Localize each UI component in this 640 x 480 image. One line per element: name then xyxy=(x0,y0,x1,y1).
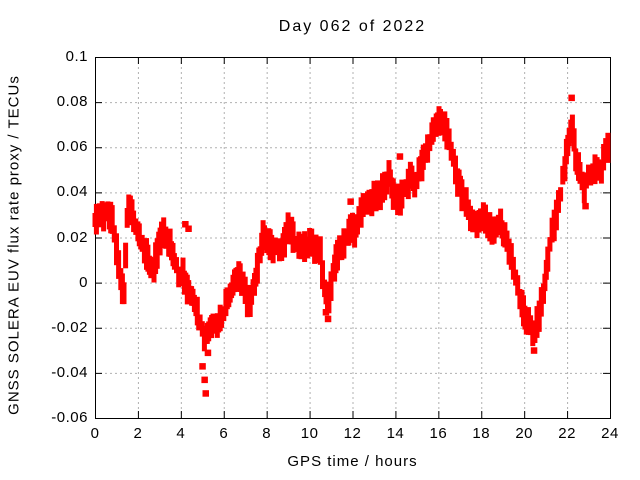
x-tick-label: 10 xyxy=(300,425,319,442)
x-tick-label: 24 xyxy=(601,425,619,442)
y-tick-label: 0.08 xyxy=(56,93,88,111)
x-axis-label: GPS time / hours xyxy=(287,453,418,470)
x-tick-label: 12 xyxy=(343,425,362,442)
data-series xyxy=(92,94,611,397)
y-tick-label: 0.06 xyxy=(56,138,88,156)
x-tick-label: 0 xyxy=(90,425,100,442)
y-tick-label: 0.02 xyxy=(56,228,88,246)
x-tick-label: 22 xyxy=(558,425,576,442)
y-tick-label: -0.04 xyxy=(51,363,88,381)
x-tick-label: 14 xyxy=(386,425,405,442)
y-tick-label: 0.1 xyxy=(65,48,88,65)
x-tick-label: 18 xyxy=(472,425,491,442)
y-tick-label: 0 xyxy=(79,273,88,291)
x-tick-label: 2 xyxy=(133,425,143,442)
x-tick-label: 8 xyxy=(262,425,272,442)
x-tick-label: 4 xyxy=(176,425,186,442)
x-tick-label: 20 xyxy=(515,425,533,442)
chart-title: Day 062 of 2022 xyxy=(278,18,427,35)
x-tick-label: 16 xyxy=(429,425,448,442)
x-tick-label: 6 xyxy=(219,425,229,442)
plot-border xyxy=(95,57,611,419)
y-tick-label: 0.04 xyxy=(56,183,88,201)
y-tick-label: -0.06 xyxy=(51,409,88,426)
y-tick-label: -0.02 xyxy=(51,318,88,336)
